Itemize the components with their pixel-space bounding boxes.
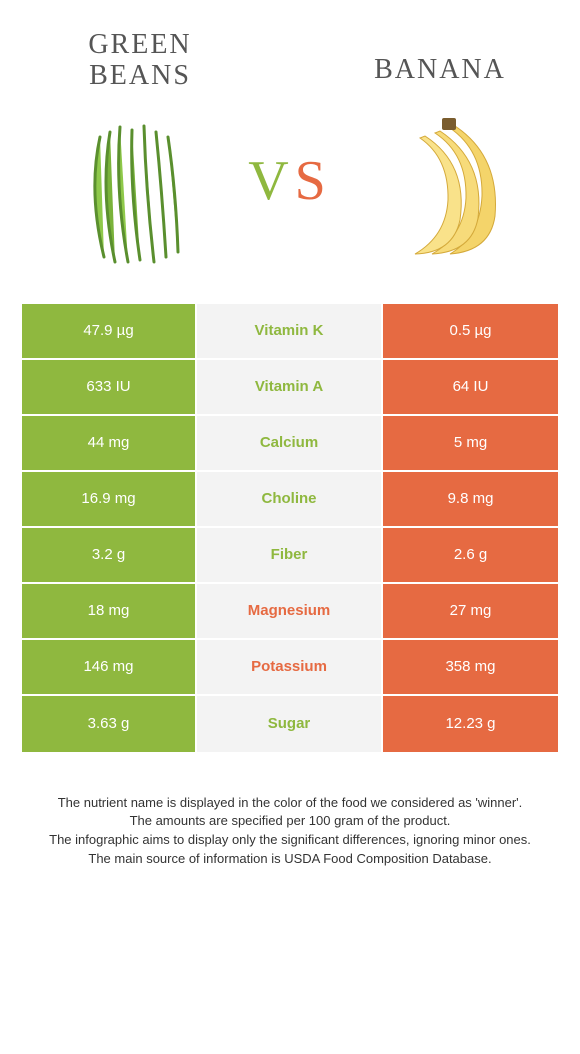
footer-line: The amounts are specified per 100 gram o… [20, 812, 560, 831]
banana-icon [360, 106, 520, 266]
right-food-block: BANANA [340, 35, 540, 266]
comparison-header: GREEN BEANS VS BANANA [0, 0, 580, 282]
table-row: 47.9 µgVitamin K0.5 µg [22, 304, 558, 360]
left-food-title: GREEN BEANS [40, 30, 240, 92]
table-row: 18 mgMagnesium27 mg [22, 584, 558, 640]
left-value-cell: 44 mg [22, 416, 197, 470]
nutrient-label-cell: Magnesium [197, 584, 383, 638]
right-value-cell: 5 mg [383, 416, 558, 470]
right-value-cell: 27 mg [383, 584, 558, 638]
nutrient-table: 47.9 µgVitamin K0.5 µg633 IUVitamin A64 … [20, 302, 560, 754]
right-value-cell: 0.5 µg [383, 304, 558, 358]
right-value-cell: 64 IU [383, 360, 558, 414]
nutrient-label-cell: Sugar [197, 696, 383, 752]
table-row: 146 mgPotassium358 mg [22, 640, 558, 696]
nutrient-label-cell: Calcium [197, 416, 383, 470]
footer-line: The nutrient name is displayed in the co… [20, 794, 560, 813]
table-row: 16.9 mgCholine9.8 mg [22, 472, 558, 528]
left-value-cell: 633 IU [22, 360, 197, 414]
right-food-title: BANANA [374, 55, 506, 86]
left-value-cell: 16.9 mg [22, 472, 197, 526]
left-value-cell: 146 mg [22, 640, 197, 694]
table-row: 633 IUVitamin A64 IU [22, 360, 558, 416]
nutrient-label-cell: Fiber [197, 528, 383, 582]
left-value-cell: 47.9 µg [22, 304, 197, 358]
green-beans-icon [60, 112, 220, 272]
nutrient-label-cell: Potassium [197, 640, 383, 694]
vs-s: S [295, 150, 332, 212]
table-row: 44 mgCalcium5 mg [22, 416, 558, 472]
right-value-cell: 2.6 g [383, 528, 558, 582]
vs-label: VS [248, 149, 332, 213]
table-row: 3.63 gSugar12.23 g [22, 696, 558, 752]
nutrient-label-cell: Vitamin A [197, 360, 383, 414]
right-value-cell: 12.23 g [383, 696, 558, 752]
left-value-cell: 18 mg [22, 584, 197, 638]
nutrient-label-cell: Vitamin K [197, 304, 383, 358]
footer-notes: The nutrient name is displayed in the co… [20, 794, 560, 869]
nutrient-label-cell: Choline [197, 472, 383, 526]
table-row: 3.2 gFiber2.6 g [22, 528, 558, 584]
right-value-cell: 9.8 mg [383, 472, 558, 526]
vs-v: V [248, 150, 294, 212]
footer-line: The main source of information is USDA F… [20, 850, 560, 869]
left-food-block: GREEN BEANS [40, 30, 240, 272]
right-value-cell: 358 mg [383, 640, 558, 694]
left-value-cell: 3.2 g [22, 528, 197, 582]
left-value-cell: 3.63 g [22, 696, 197, 752]
footer-line: The infographic aims to display only the… [20, 831, 560, 850]
